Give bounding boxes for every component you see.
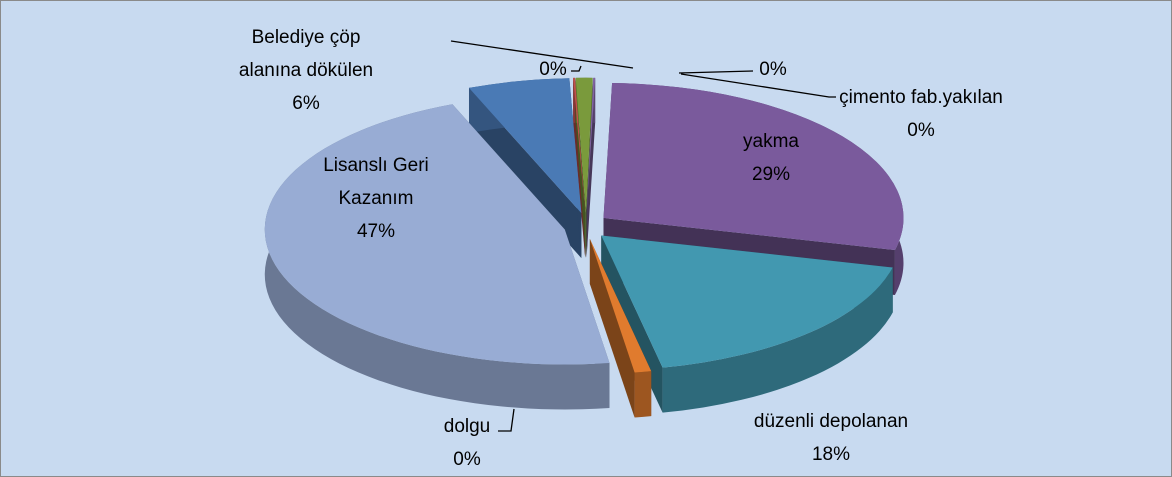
value-label: 0%: [453, 449, 481, 470]
slice-wall: [634, 371, 652, 418]
slice: [264, 104, 610, 365]
slice: [603, 83, 904, 251]
data-label: 0%: [743, 53, 803, 86]
slice-side: [589, 238, 635, 418]
tops: [264, 77, 904, 373]
slice-wall: [662, 267, 893, 413]
leader-line: [571, 65, 582, 72]
slice: [586, 77, 596, 213]
slice-side: [468, 87, 582, 259]
data-label: çimento fab.yakılan 0%: [811, 81, 1031, 147]
slice: [468, 78, 582, 214]
data-label: yakma 29%: [711, 125, 831, 191]
data-label: Lisanslı Geri Kazanım 47%: [301, 149, 451, 248]
value-label: 6%: [292, 93, 320, 114]
slice: [573, 77, 586, 213]
value-label: 29%: [751, 164, 791, 185]
leader-line: [450, 40, 634, 69]
slice: [601, 235, 893, 368]
data-label: düzenli depolanan 18%: [701, 405, 961, 471]
value-label: 18%: [811, 444, 851, 465]
data-label: Belediye çöp alanına dökülen 6%: [221, 21, 391, 120]
value-label: 47%: [356, 221, 396, 242]
leader-line: [498, 408, 515, 432]
data-label: dolgu 0%: [427, 410, 507, 476]
category-label: yakma: [743, 131, 799, 152]
category-label: Lisanslı Geri Kazanım: [323, 155, 429, 209]
value-label: 0%: [907, 120, 935, 141]
slice: [589, 238, 652, 373]
category-label: dolgu: [443, 416, 491, 437]
value-label: 0%: [539, 59, 567, 80]
category-label: çimento fab.yakılan: [839, 87, 1003, 108]
data-label: 0%: [523, 53, 583, 86]
leader-line: [678, 70, 754, 74]
value-label: 0%: [759, 59, 787, 80]
leader-line: [680, 73, 836, 98]
slice: [575, 77, 593, 213]
category-label: düzenli depolanan: [753, 411, 909, 432]
slice-wall: [264, 104, 610, 410]
slice-side: [586, 77, 596, 258]
category-label: Belediye çöp alanına dökülen: [238, 27, 374, 81]
